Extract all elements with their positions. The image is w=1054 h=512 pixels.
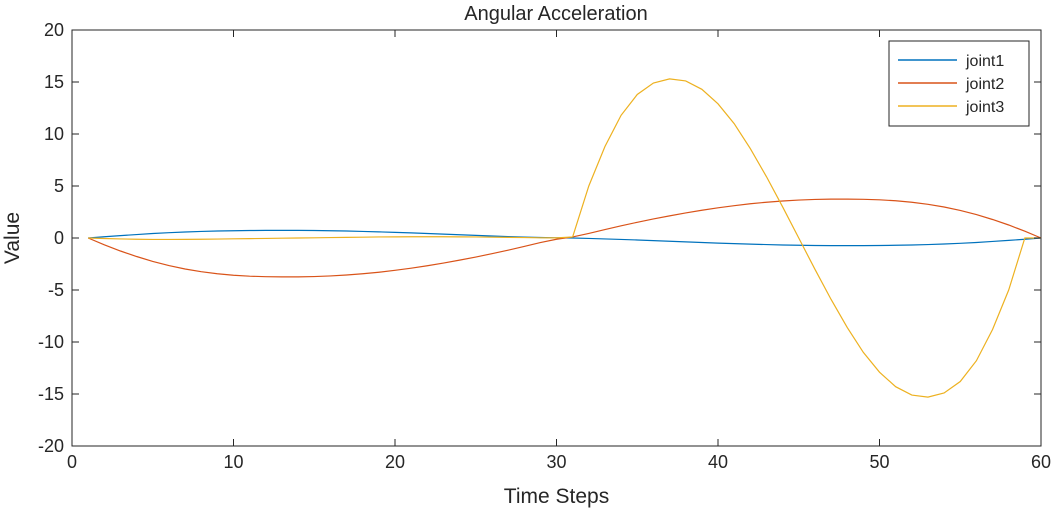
legend-label-joint1: joint1 (965, 53, 1004, 70)
chart-title: Angular Acceleration (464, 3, 647, 25)
x-axis-title: Time Steps (504, 485, 609, 508)
y-tick-label: 15 (44, 72, 64, 92)
y-axis-ticks: -20 -15 -10 -5 0 5 10 15 20 (38, 20, 1041, 456)
legend-label-joint3: joint3 (965, 99, 1004, 116)
y-tick-label: 0 (54, 228, 64, 248)
series-layer (87, 78, 1042, 398)
legend-label-joint2: joint2 (965, 76, 1004, 93)
x-tick-label: 20 (385, 452, 405, 472)
x-tick-label: 10 (223, 452, 243, 472)
x-axis-ticks: 0 10 20 30 40 50 60 (67, 30, 1051, 472)
x-tick-label: 50 (869, 452, 889, 472)
x-tick-label: 0 (67, 452, 77, 472)
legend: joint1 joint2 joint3 (888, 40, 1030, 127)
y-axis-title: Value (1, 212, 24, 264)
series-line-joint3 (88, 78, 1041, 398)
y-tick-label: -10 (38, 332, 64, 352)
y-tick-label: 20 (44, 20, 64, 40)
y-tick-label: 10 (44, 124, 64, 144)
x-tick-label: 40 (708, 452, 728, 472)
series-line-joint2 (87, 198, 1042, 278)
plot-area: 0 10 20 30 40 50 60 -20 -15 -10 -5 0 5 10 15 20 (38, 20, 1051, 472)
y-tick-label: -5 (48, 280, 64, 300)
x-tick-label: 30 (546, 452, 566, 472)
y-tick-label: 5 (54, 176, 64, 196)
y-tick-label: -20 (38, 436, 64, 456)
y-tick-label: -15 (38, 384, 64, 404)
x-tick-label: 60 (1031, 452, 1051, 472)
